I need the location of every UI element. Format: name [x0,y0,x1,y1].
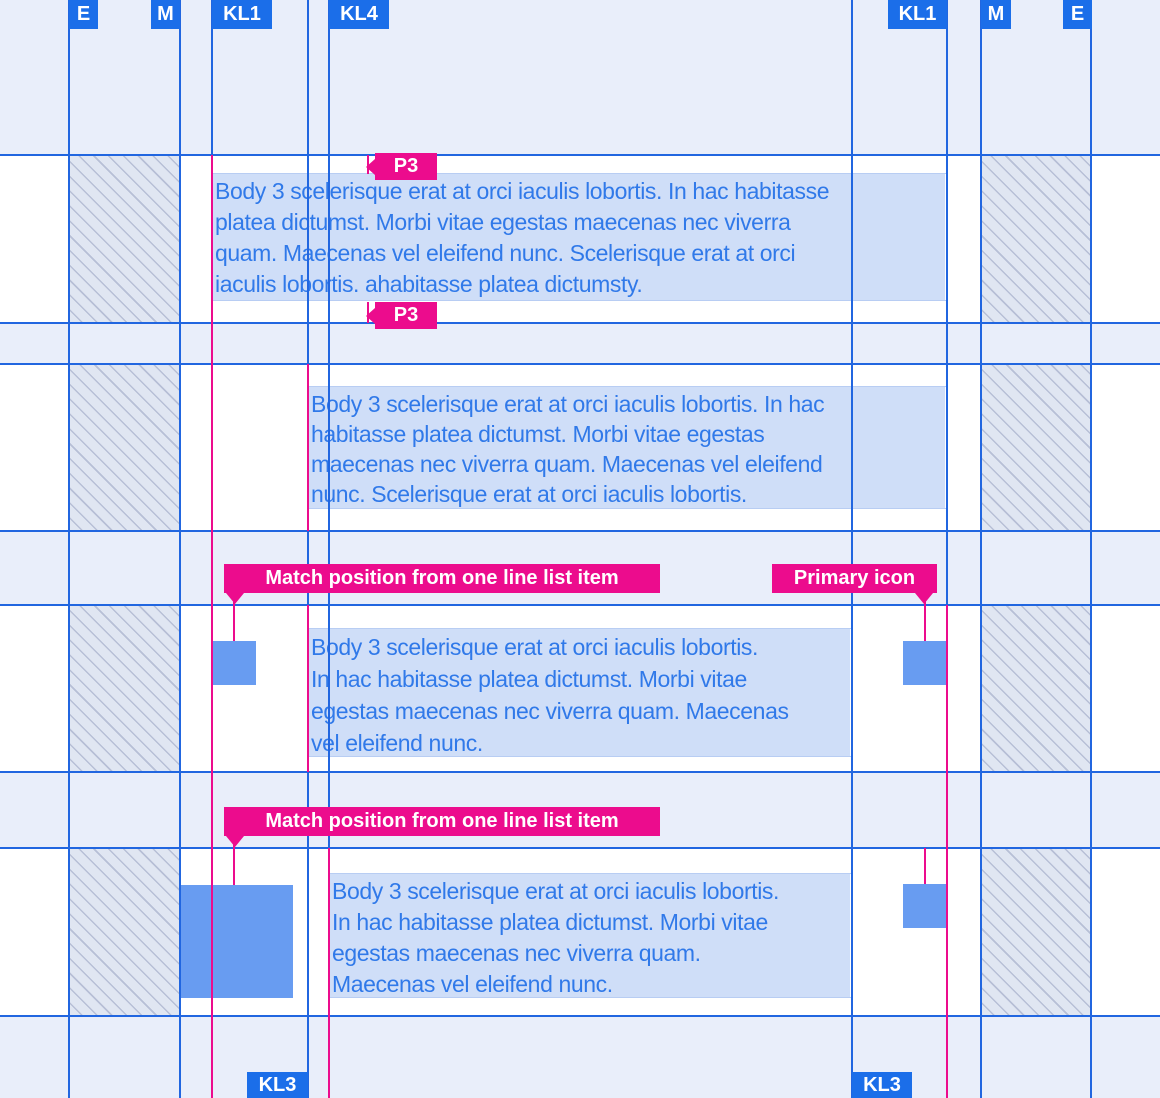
row3-bottom-border [0,771,1160,773]
row1-bottom-border [0,322,1160,324]
redline-primary-icon-pointer-row3 [924,600,926,641]
primary-icon-right-row3 [903,641,947,685]
text-top-rule-row2 [308,386,947,387]
avatar-placeholder-row4 [180,885,293,998]
badge-kl1-right: KL1 [888,0,947,29]
keyline-margin-left [179,0,181,1098]
annotation-label: Match position from one line list item [265,567,619,589]
p3-padding-badge-bottom: P3 [366,302,437,329]
text-top-rule-row1 [212,173,947,174]
annotation-primary-icon: Primary icon [772,564,937,604]
row4-top-border [0,847,1160,849]
keyline-kl1-right [946,0,948,1098]
text-bottom-rule-row2 [308,508,947,509]
primary-icon-right-row4 [903,884,947,928]
badge-kl3-right: KL3 [852,1072,912,1098]
margin-hatch-right-row2 [981,364,1091,531]
redline-kl1-right [946,605,948,1098]
redline-primary-icon-pointer-row4 [924,848,926,884]
redline-kl3-row3 [307,605,309,772]
row2-top-border [0,363,1160,365]
redline-kl3-row2 [307,364,309,531]
text-bottom-rule-row4 [329,997,852,998]
badge-margin-left: M [151,0,180,29]
p3-padding-badge-top: P3 [366,153,437,180]
margin-hatch-left-row3 [69,605,180,772]
redline-kl4-row4 [328,848,330,1098]
down-arrow-icon [915,593,933,604]
keyline-kl3-left [307,0,309,1098]
body-text-row3: Body 3 scelerisque erat at orci iaculis … [308,629,850,756]
p3-badge-label: P3 [393,155,419,177]
badge-edge-left: E [69,0,98,29]
body-text-row4: Body 3 scelerisque erat at orci iaculis … [329,874,850,997]
redline-match-pointer-row3 [233,597,235,641]
margin-hatch-left-row2 [69,364,180,531]
text-bottom-rule-row3 [308,756,852,757]
redline-kl1-left [211,155,213,1098]
annotation-match-position-row3: Match position from one line list item [224,564,660,604]
margin-hatch-right-row3 [981,605,1091,772]
row2-bottom-border [0,530,1160,532]
badge-kl3-left: KL3 [247,1072,308,1098]
p3-left-arrow-icon [366,158,375,175]
text-top-rule-row4 [329,873,852,874]
badge-edge-right: E [1063,0,1092,29]
keyline-edge-right [1090,0,1092,1098]
margin-hatch-left-row1 [69,155,180,323]
list-icon-left-row3 [212,641,256,685]
p3-left-arrow-icon [366,307,375,324]
row1-top-border [0,154,1160,156]
row3-top-border [0,604,1160,606]
keyline-kl4 [328,0,330,1098]
keyline-kl3-right [851,0,853,1098]
down-arrow-icon [226,593,244,604]
badge-margin-right: M [981,0,1011,29]
text-bottom-rule-row1 [212,300,947,301]
keyline-edge-left [68,0,70,1098]
badge-kl1-left: KL1 [212,0,272,29]
down-arrow-icon [226,836,244,847]
annotation-label: Primary icon [793,567,916,589]
redline-match-pointer-row4 [233,836,235,885]
margin-hatch-left-row4 [69,848,180,1016]
margin-hatch-right-row1 [981,155,1091,323]
badge-kl4: KL4 [329,0,389,29]
annotation-label: Match position from one line list item [265,810,619,832]
annotation-match-position-row4: Match position from one line list item [224,807,660,847]
body-text-row2: Body 3 scelerisque erat at orci iaculis … [308,387,945,508]
body-text-row1: Body 3 scelerisque erat at orci iaculis … [212,174,945,300]
p3-badge-label: P3 [393,304,419,326]
margin-hatch-right-row4 [981,848,1091,1016]
keyline-margin-right [980,0,982,1098]
text-top-rule-row3 [308,628,852,629]
row4-bottom-border [0,1015,1160,1017]
